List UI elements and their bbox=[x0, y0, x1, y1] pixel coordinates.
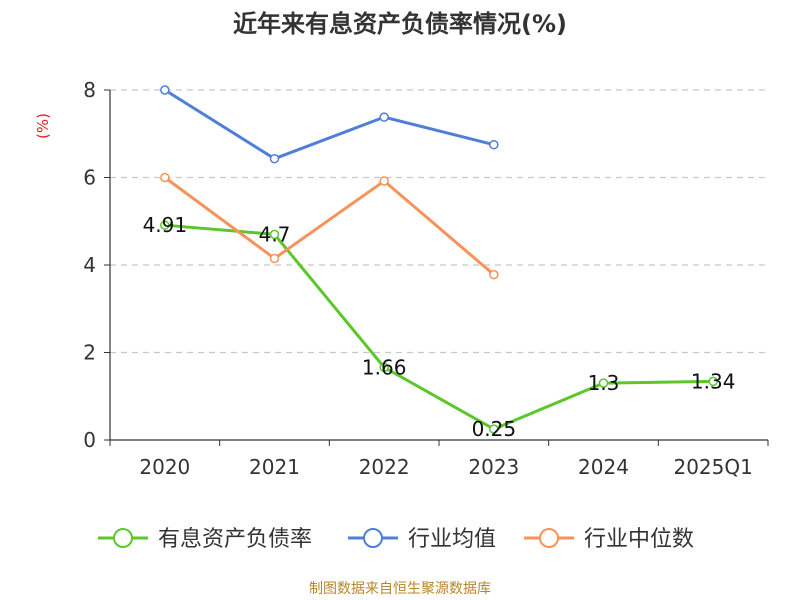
series-line bbox=[164, 88, 495, 161]
series-line bbox=[163, 176, 495, 276]
legend: 有息资产负债率 行业均值 行业中位数 bbox=[98, 527, 694, 552]
chart-title: 近年来有息资产负债率情况(%) bbox=[233, 10, 567, 38]
data-label: 4.91 bbox=[143, 213, 188, 237]
x-tick-label: 2023 bbox=[468, 455, 519, 479]
data-point bbox=[379, 112, 389, 122]
data-point bbox=[379, 362, 389, 373]
y-tick-label: 8 bbox=[83, 78, 96, 102]
source-footer: 制图数据来自恒生聚源数据库 bbox=[309, 581, 491, 597]
data-point bbox=[489, 139, 499, 150]
data-label: 1.66 bbox=[362, 355, 407, 379]
x-tick-label: 2024 bbox=[578, 455, 629, 479]
data-label: 1.34 bbox=[691, 369, 736, 393]
series-lines bbox=[160, 85, 718, 434]
series-line bbox=[164, 223, 714, 431]
legend-swatch-marker bbox=[113, 528, 133, 548]
y-axis-label: (%) bbox=[34, 113, 52, 139]
data-point bbox=[708, 376, 718, 387]
data-point bbox=[379, 176, 389, 186]
data-point bbox=[489, 424, 499, 434]
y-tick-label: 4 bbox=[83, 253, 96, 277]
data-label: 4.7 bbox=[259, 222, 291, 246]
legend-swatch-marker bbox=[539, 528, 559, 548]
legend-label: 行业中位数 bbox=[584, 527, 694, 552]
data-point bbox=[489, 269, 499, 280]
x-tick-label: 2022 bbox=[359, 455, 410, 479]
x-tick-label: 2025Q1 bbox=[673, 455, 752, 479]
data-point bbox=[160, 172, 170, 183]
y-tick-label: 0 bbox=[83, 428, 96, 452]
legend-label: 有息资产负债率 bbox=[158, 527, 312, 552]
legend-swatch-marker bbox=[363, 528, 383, 548]
axes: 0 2 4 6 8 2020 2021 2022 2023 2024 2025Q1 (%) bbox=[34, 78, 769, 479]
data-point bbox=[598, 378, 609, 388]
data-point bbox=[160, 85, 170, 95]
data-point bbox=[269, 229, 280, 240]
data-labels: 4.91 4.7 1.66 0.25 1.3 1.34 bbox=[143, 213, 736, 441]
data-point bbox=[269, 153, 280, 164]
data-point bbox=[160, 220, 170, 230]
x-tick-label: 2021 bbox=[249, 455, 300, 479]
data-label: 0.25 bbox=[472, 417, 517, 441]
data-point bbox=[269, 253, 280, 264]
y-tick-label: 6 bbox=[83, 166, 96, 190]
x-tick-label: 2020 bbox=[139, 455, 190, 479]
y-tick-label: 2 bbox=[83, 341, 96, 365]
data-label: 1.3 bbox=[588, 371, 620, 395]
legend-label: 行业均值 bbox=[408, 527, 496, 552]
